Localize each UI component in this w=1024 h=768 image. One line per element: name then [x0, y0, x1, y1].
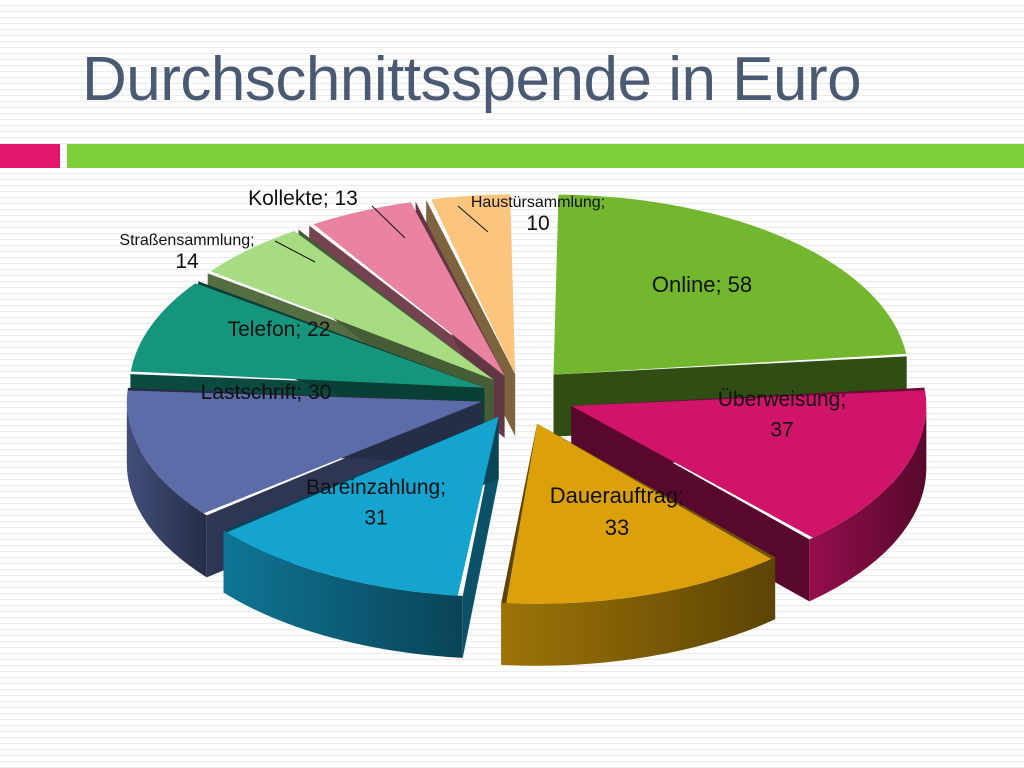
pie-slice-top	[313, 202, 505, 376]
accent-bar	[67, 144, 1024, 168]
pie-slice-wall	[809, 405, 927, 602]
data-label-haust-rsammlung: Haustürsammlung; 10	[471, 194, 605, 235]
pie-slice-top	[210, 230, 494, 380]
pie-slice-top	[226, 416, 499, 596]
pie-slice-top	[126, 390, 482, 514]
pie-slice-top	[553, 194, 907, 375]
data-label--berweisung: Überweisung; 37	[718, 388, 846, 441]
data-label-online: Online; 58	[652, 272, 752, 297]
pie-slice-top	[571, 390, 927, 538]
pie-slice-top	[130, 283, 485, 388]
pie-slice-wall	[126, 401, 207, 578]
pie-slice--berweisung	[571, 387, 927, 602]
data-label-kollekte: Kollekte; 13	[248, 187, 358, 210]
pie-slice-dauerauftrag	[501, 423, 776, 666]
pie-slice-wall	[501, 557, 776, 666]
pie-slice-bareinzahlung	[223, 416, 499, 658]
data-label-telefon: Telefon; 22	[228, 318, 331, 341]
leader-line	[457, 205, 489, 233]
data-label-lastschrift: Lastschrift; 30	[201, 381, 332, 404]
data-label-bareinzahlung: Bareinzahlung; 31	[306, 476, 446, 529]
slide-title: Durchschnittsspende in Euro	[82, 45, 862, 114]
leader-line	[274, 240, 316, 263]
accent-marker	[0, 144, 60, 168]
pie-slice-wall	[223, 530, 463, 658]
pie-slice-top	[431, 194, 516, 375]
data-label-stra-ensammlung: Straßensammlung; 14	[119, 232, 254, 273]
pie-slice-top	[506, 423, 772, 604]
data-label-dauerauftrag: Dauerauftrag; 33	[550, 483, 685, 540]
leader-line	[371, 205, 406, 239]
